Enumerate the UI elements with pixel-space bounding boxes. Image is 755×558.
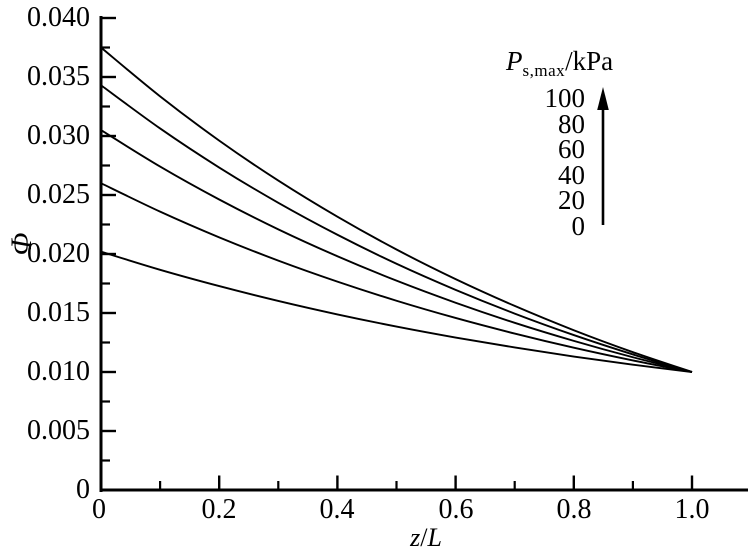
- data-curve: [100, 250, 693, 373]
- x-tick-label: 0.4: [319, 494, 355, 525]
- y-axis-title: Φ: [5, 232, 38, 256]
- x-axis-title-L: L: [427, 523, 442, 552]
- axis-ticks: [102, 16, 694, 489]
- x-axis-title: z/L: [386, 524, 466, 552]
- data-curve: [100, 182, 693, 373]
- y-tick-label: 0.005: [27, 415, 90, 446]
- data-curves: [100, 46, 693, 373]
- y-tick-label: 0.020: [27, 238, 90, 269]
- y-tick-label: 0.025: [27, 179, 90, 210]
- data-curve: [100, 84, 693, 373]
- data-curve: [100, 129, 693, 373]
- legend-title-symbol: P: [506, 46, 523, 76]
- legend-value: 0: [571, 210, 586, 241]
- legend-value-list: 100 80 60 40 20 0: [500, 83, 586, 241]
- y-tick-label: 0: [76, 474, 90, 505]
- legend-value: 40: [558, 159, 585, 190]
- legend-value: 80: [558, 108, 585, 139]
- legend-value: 100: [544, 83, 586, 113]
- data-curve: [100, 46, 693, 373]
- x-tick-label: 1.0: [674, 494, 710, 525]
- y-tick-label: 0.040: [27, 2, 90, 33]
- y-tick-label: 0.010: [27, 356, 90, 387]
- legend-value: 60: [558, 134, 585, 164]
- x-axis-title-z: z: [410, 523, 421, 552]
- legend-value: 20: [558, 185, 585, 215]
- x-tick-label: 0: [92, 494, 106, 525]
- legend-title-unit: /kPa: [565, 46, 614, 76]
- x-axis-title-slash: /: [420, 523, 428, 552]
- y-tick-label: 0.030: [27, 120, 90, 151]
- y-tick-label: 0.035: [27, 61, 90, 92]
- legend-title: Ps,max/kPa: [506, 46, 613, 86]
- x-tick-label: 0.2: [201, 494, 237, 525]
- x-tick-label: 0.8: [556, 494, 592, 525]
- x-tick-label: 0.6: [438, 494, 474, 525]
- up-arrow-icon: [597, 87, 609, 110]
- y-tick-label: 0.015: [27, 297, 90, 328]
- legend-title-subscript: s,max: [522, 61, 566, 80]
